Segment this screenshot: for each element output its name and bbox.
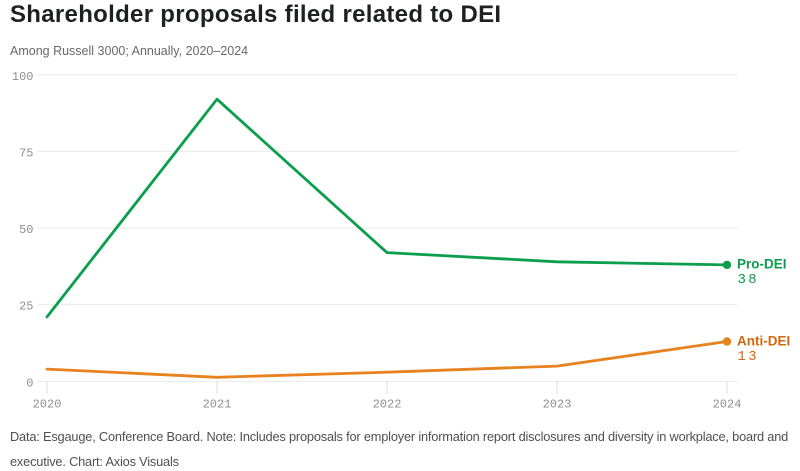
svg-text:38: 38: [738, 272, 760, 288]
svg-text:2023: 2023: [543, 398, 572, 412]
svg-text:Pro-DEI: Pro-DEI: [737, 257, 787, 272]
svg-text:2024: 2024: [713, 398, 742, 412]
svg-text:0: 0: [26, 376, 33, 390]
svg-text:75: 75: [19, 146, 33, 160]
svg-text:100: 100: [12, 70, 34, 84]
svg-text:50: 50: [19, 223, 33, 237]
svg-text:2021: 2021: [203, 398, 232, 412]
svg-text:Anti-DEI: Anti-DEI: [737, 333, 790, 348]
svg-text:2022: 2022: [373, 398, 402, 412]
svg-text:25: 25: [19, 300, 33, 314]
svg-text:2020: 2020: [33, 398, 62, 412]
svg-text:13: 13: [738, 349, 760, 365]
